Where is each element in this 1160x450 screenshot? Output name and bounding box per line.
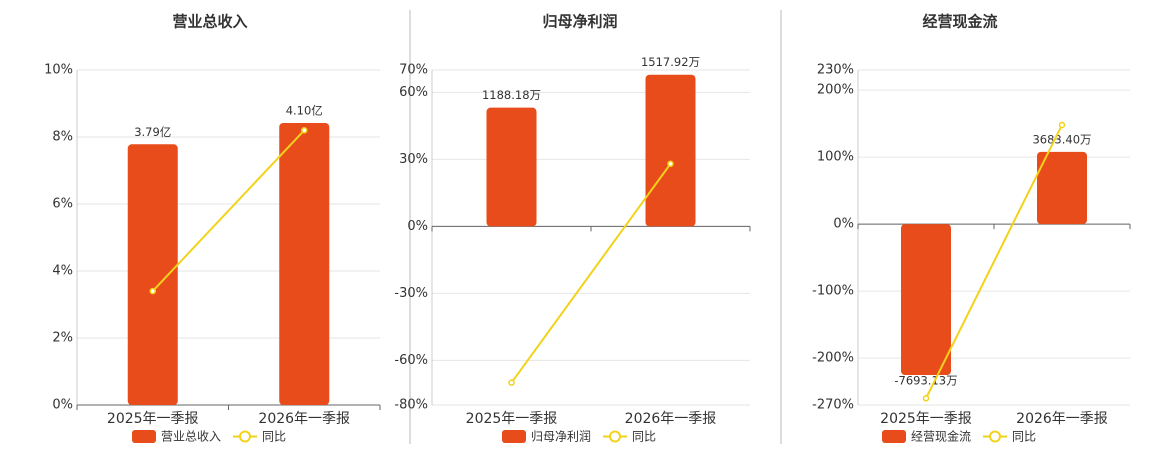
value-label: 3.79亿 [134, 125, 171, 139]
value-label: -7693.13万 [894, 374, 957, 388]
value-label: 4.10亿 [286, 103, 323, 117]
legend-label: 经营现金流 [911, 429, 971, 444]
y-tick-label: 60% [399, 85, 428, 100]
chart-title: 营业总收入 [172, 13, 247, 31]
y-tick-label: -100% [812, 284, 854, 299]
bar [127, 144, 178, 406]
legend-swatch [882, 430, 906, 443]
x-tick-label: 2026年一季报 [258, 411, 350, 427]
x-tick-label: 2025年一季报 [466, 411, 558, 427]
y-tick-label: -60% [394, 353, 428, 368]
y-tick-label: 2% [52, 331, 73, 346]
legend-swatch [989, 430, 1002, 443]
y-tick-label: 70% [399, 63, 428, 78]
y-tick-label: -200% [812, 351, 854, 366]
y-tick-label: 4% [52, 264, 73, 279]
legend-label: 营业总收入 [161, 430, 221, 444]
bar [645, 74, 696, 227]
line [152, 129, 305, 292]
point [149, 287, 156, 295]
x-tick-label: 2026年一季报 [625, 411, 717, 427]
bar [279, 122, 330, 405]
value-label: 3683.40万 [1032, 132, 1091, 146]
value-label: 1188.18万 [482, 88, 541, 102]
line [925, 124, 1063, 399]
y-tick-label: -270% [812, 398, 854, 413]
y-tick-label: -30% [394, 286, 428, 301]
legend-label: 同比 [632, 430, 656, 444]
y-tick-label: 100% [817, 150, 854, 165]
y-tick-label: 6% [52, 197, 73, 212]
point [508, 379, 515, 386]
bar [1037, 151, 1087, 225]
x-tick-label: 2026年一季报 [1016, 411, 1108, 427]
x-tick-label: 2025年一季报 [107, 411, 199, 427]
y-tick-label: 8% [52, 130, 73, 145]
point [301, 127, 308, 134]
y-tick-label: 230% [817, 63, 854, 78]
x-tick-label: 2025年一季报 [880, 411, 972, 427]
y-tick-label: 0% [407, 219, 428, 234]
y-tick-label: 0% [52, 398, 73, 413]
legend-swatch [609, 430, 622, 443]
chart-title: 归母净利润 [542, 13, 617, 31]
bar [486, 107, 537, 227]
line [510, 163, 672, 384]
legend-label: 归母净利润 [531, 430, 591, 444]
point [667, 160, 674, 168]
y-tick-label: 200% [817, 83, 854, 98]
chart-title: 经营现金流 [922, 13, 997, 31]
legend-swatch [502, 430, 526, 443]
value-label: 1517.92万 [641, 55, 700, 69]
point [1058, 121, 1066, 129]
y-tick-label: -80% [394, 398, 428, 413]
y-tick-label: 30% [399, 152, 428, 167]
legend-swatch [239, 430, 252, 443]
legend-label: 同比 [262, 430, 286, 444]
y-tick-label: 0% [833, 217, 854, 232]
legend-label: 同比 [1012, 430, 1036, 444]
y-tick-label: 10% [44, 63, 73, 78]
bar [901, 224, 951, 376]
legend-swatch [132, 430, 156, 443]
point [922, 395, 930, 402]
